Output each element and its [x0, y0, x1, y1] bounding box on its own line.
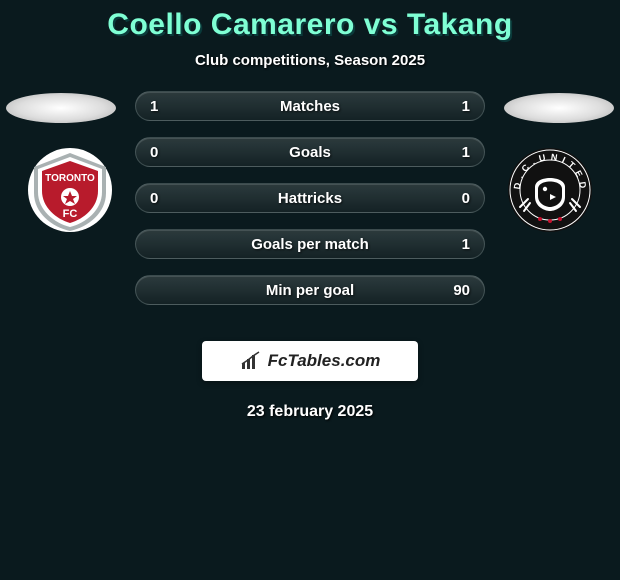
stat-row: 1 Matches 1 — [135, 91, 485, 121]
comparison-card: Coello Camarero vs Takang Club competiti… — [0, 0, 620, 421]
player-spotlight-left — [6, 93, 116, 123]
club-badge-right: D . C . U N I T E D — [500, 147, 600, 233]
stat-label: Hattricks — [136, 184, 484, 214]
comparison-body: TORONTO FC D . C . U N I T E D — [0, 91, 620, 331]
stat-label: Goals per match — [136, 230, 484, 260]
stat-value-right: 1 — [462, 92, 470, 122]
stat-row: 0 Goals 1 — [135, 137, 485, 167]
svg-text:FC: FC — [63, 208, 78, 220]
player-spotlight-right — [504, 93, 614, 123]
stat-value-right: 0 — [462, 184, 470, 214]
chart-icon — [240, 351, 262, 371]
attribution-text: FcTables.com — [268, 351, 381, 371]
svg-text:TORONTO: TORONTO — [45, 173, 95, 184]
stat-label: Min per goal — [136, 276, 484, 306]
stat-row: Min per goal 90 — [135, 275, 485, 305]
subtitle: Club competitions, Season 2025 — [0, 52, 620, 69]
stat-row: 0 Hattricks 0 — [135, 183, 485, 213]
stat-value-right: 1 — [462, 138, 470, 168]
date-label: 23 february 2025 — [0, 403, 620, 421]
stats-list: 1 Matches 1 0 Goals 1 0 Hattricks 0 Goal… — [135, 91, 485, 321]
stat-row: Goals per match 1 — [135, 229, 485, 259]
page-title: Coello Camarero vs Takang — [0, 8, 620, 42]
club-badge-left: TORONTO FC — [20, 147, 120, 233]
attribution-badge: FcTables.com — [202, 341, 418, 381]
stat-value-right: 90 — [453, 276, 470, 306]
stat-value-right: 1 — [462, 230, 470, 260]
stat-label: Matches — [136, 92, 484, 122]
stat-label: Goals — [136, 138, 484, 168]
